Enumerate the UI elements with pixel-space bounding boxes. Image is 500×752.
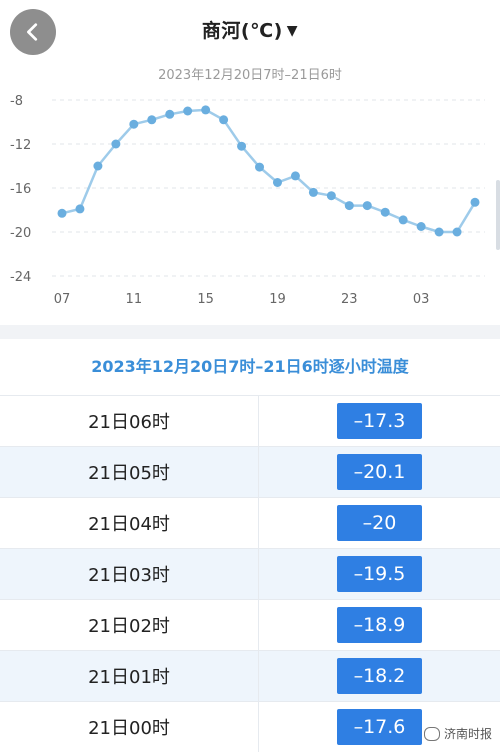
temperature-badge: –17.6	[337, 709, 422, 745]
data-point	[362, 201, 372, 211]
row-time: 21日00时	[0, 702, 259, 752]
data-point	[129, 119, 139, 129]
temperature-badge: –18.9	[337, 607, 422, 643]
row-value-cell: –19.5	[259, 556, 500, 592]
x-tick-label: 07	[54, 292, 71, 307]
data-point	[201, 105, 211, 115]
row-value-cell: –18.2	[259, 658, 500, 694]
data-point	[219, 115, 229, 125]
row-time: 21日03时	[0, 549, 259, 599]
x-tick-label: 23	[341, 292, 358, 307]
data-point	[434, 227, 444, 237]
table-row: 21日02时 –18.9	[0, 599, 500, 650]
temperature-line-chart: -8 -12 -16 -20 -24 07 11 15 19 23 03	[10, 94, 485, 307]
temperature-badge: –18.2	[337, 658, 422, 694]
data-point	[470, 197, 480, 207]
back-button[interactable]	[10, 9, 56, 55]
table-row: 21日06时 –17.3	[0, 395, 500, 446]
data-point	[93, 161, 103, 171]
row-value-cell: –17.6	[259, 709, 500, 745]
data-point	[165, 109, 175, 119]
table-row: 21日05时 –20.1	[0, 446, 500, 497]
row-value-cell: –20.1	[259, 454, 500, 490]
data-point	[57, 208, 67, 218]
row-time: 21日05时	[0, 447, 259, 497]
data-point	[272, 178, 282, 187]
temperature-badge: –20.1	[337, 454, 422, 490]
x-tick-label: 03	[413, 292, 430, 307]
temperature-badge: –19.5	[337, 556, 422, 592]
table-row: 21日01时 –18.2	[0, 650, 500, 701]
data-point	[147, 115, 157, 125]
scroll-indicator	[496, 180, 500, 250]
data-point	[290, 171, 300, 181]
y-tick-label: -20	[10, 226, 31, 241]
watermark: 济南时报	[423, 725, 492, 742]
y-tick-label: -16	[10, 182, 31, 197]
data-point	[452, 227, 462, 237]
row-value-cell: –17.3	[259, 403, 500, 439]
dropdown-arrow-icon[interactable]: ▼	[286, 23, 299, 39]
x-tick-label: 15	[197, 292, 214, 307]
wechat-icon	[423, 726, 440, 741]
section-divider	[0, 325, 500, 339]
temperature-badge: –20	[337, 505, 422, 541]
temperature-series-line	[61, 108, 477, 234]
temperature-badge: –17.3	[337, 403, 422, 439]
hourly-temperature-table: 21日06时 –17.3 21日05时 –20.1 21日04时 –20 21日03时 –19…	[0, 395, 500, 752]
chart-date-range: 2023年12月20日7时–21日6时	[158, 68, 342, 83]
x-tick-label: 19	[269, 292, 286, 307]
data-point	[416, 222, 426, 231]
page-title: 商河(℃)	[201, 20, 283, 42]
data-point	[380, 207, 390, 217]
row-value-cell: –18.9	[259, 607, 500, 643]
data-point	[75, 204, 85, 214]
city-selector[interactable]: 商河(℃) ▼	[0, 16, 500, 43]
table-row: 21日03时 –19.5	[0, 548, 500, 599]
table-row: 21日00时 –17.6	[0, 701, 500, 752]
chevron-left-icon	[27, 23, 38, 41]
y-tick-label: -8	[10, 94, 23, 109]
data-point	[183, 106, 193, 116]
data-point	[398, 215, 408, 225]
table-row: 21日04时 –20	[0, 497, 500, 548]
y-tick-label: -12	[10, 138, 31, 153]
row-time: 21日02时	[0, 600, 259, 650]
row-time: 21日01时	[0, 651, 259, 701]
data-point	[308, 187, 318, 197]
data-point	[237, 141, 247, 151]
data-point	[255, 162, 265, 172]
top-panel: 商河(℃) ▼ 2023年12月20日7时–21日6时 -8 -12 -16 -20 -2…	[0, 0, 500, 325]
watermark-text: 济南时报	[443, 727, 492, 741]
data-point	[326, 191, 336, 201]
x-tick-label: 11	[126, 292, 143, 307]
table-title: 2023年12月20日7时–21日6时逐小时温度	[0, 339, 500, 395]
row-time: 21日04时	[0, 498, 259, 548]
data-point	[344, 201, 354, 211]
row-value-cell: –20	[259, 505, 500, 541]
data-point	[111, 139, 121, 149]
row-time: 21日06时	[0, 396, 259, 446]
y-tick-label: -24	[10, 270, 31, 285]
